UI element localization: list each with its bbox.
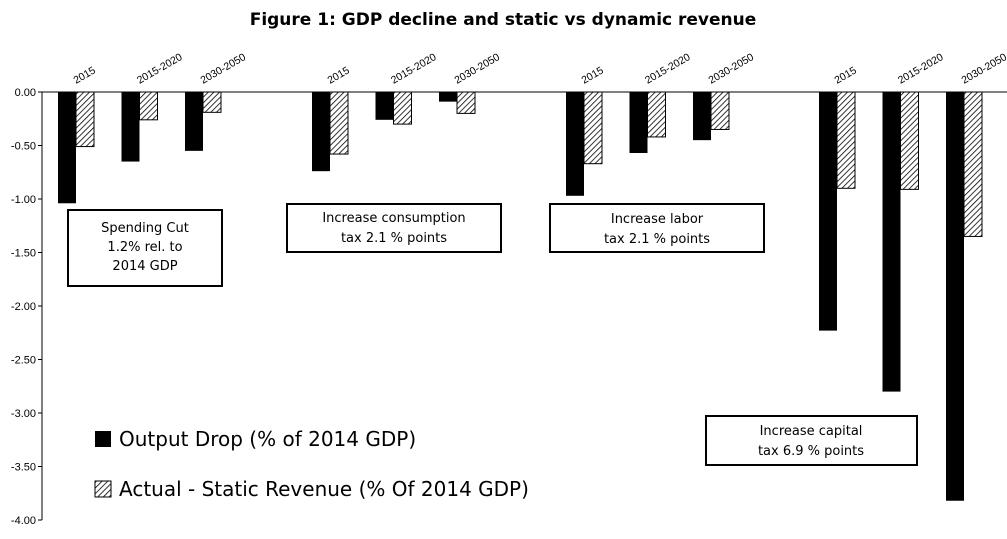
x-tick-label: 2030-2050 — [707, 51, 757, 87]
y-tick-label: -3.00 — [11, 408, 36, 420]
y-tick-label: -2.00 — [11, 301, 36, 313]
annotation-box: Increase capital tax 6.9 % points — [705, 415, 918, 466]
bar-revenue-gap — [583, 91, 603, 165]
y-tick-label: 0.00 — [15, 87, 36, 99]
bar-revenue-gap — [836, 91, 856, 189]
x-tick-label: 2015 — [833, 64, 859, 86]
bar-output-drop — [882, 92, 901, 392]
annotation-frame — [286, 203, 502, 253]
bar-revenue-gap — [329, 91, 349, 155]
annotation-frame — [67, 209, 223, 287]
annotation-text: Increase consumption — [322, 211, 465, 226]
bar-revenue-gap — [75, 91, 95, 148]
annotation-frame — [705, 415, 918, 466]
y-tick-label: -2.50 — [11, 355, 36, 367]
legend-label-output: Output Drop (% of 2014 GDP) — [119, 427, 416, 451]
y-tick-label: -4.00 — [11, 515, 36, 527]
bar-revenue-gap — [139, 91, 158, 121]
x-tick-label: 2015-2020 — [896, 51, 946, 87]
annotation-frame — [549, 203, 765, 253]
bar-output-drop — [629, 92, 648, 153]
legend-swatch-output — [95, 431, 111, 447]
x-tick-label: 2030-2050 — [199, 51, 249, 87]
bar-revenue-gap — [963, 91, 983, 237]
y-tick-label: -1.50 — [11, 248, 36, 260]
annotation-text: 2014 GDP — [112, 259, 177, 274]
bar-output-drop — [185, 92, 203, 151]
annotation-text: tax 6.9 % points — [758, 444, 864, 459]
bar-revenue-gap — [393, 91, 412, 125]
bar-output-drop — [375, 92, 394, 120]
y-tick-label: -1.00 — [11, 194, 36, 206]
bar-revenue-gap — [647, 91, 666, 138]
bar-revenue-gap — [202, 91, 222, 113]
y-tick-label: -3.50 — [11, 462, 36, 474]
legend-label-revenue: Actual - Static Revenue (% Of 2014 GDP) — [119, 477, 529, 501]
x-tick-label: 2015-2020 — [135, 51, 185, 87]
x-tick-label: 2015 — [580, 64, 606, 86]
x-tick-label: 2015 — [326, 64, 352, 86]
bar-revenue-gap — [456, 91, 476, 114]
legend-swatch-revenue — [94, 480, 112, 498]
annotation-box: Increase labor tax 2.1 % points — [549, 203, 765, 253]
annotation-box: Increase consumption tax 2.1 % points — [286, 203, 502, 253]
annotation-text: Increase labor — [611, 212, 704, 227]
chart-title: Figure 1: GDP decline and static vs dyna… — [250, 10, 757, 30]
annotation-text: 1.2% rel. to — [107, 240, 182, 255]
annotation-text: Spending Cut — [101, 221, 189, 236]
x-tick-label: 2030-2050 — [960, 51, 1007, 87]
bar-output-drop — [566, 92, 584, 196]
x-tick-label: 2030-2050 — [453, 51, 503, 87]
bar-output-drop — [312, 92, 330, 172]
annotation-text: tax 2.1 % points — [341, 231, 447, 246]
bar-revenue-gap — [710, 91, 730, 130]
x-tick-label: 2015-2020 — [389, 51, 439, 87]
annotation-box: Spending Cut 1.2% rel. to 2014 GDP — [67, 209, 223, 287]
bar-output-drop — [439, 92, 457, 102]
annotation-text: tax 2.1 % points — [604, 232, 710, 247]
bar-output-drop — [121, 92, 140, 162]
legend: Output Drop (% of 2014 GDP) Actual - Stat… — [94, 427, 529, 501]
x-tick-label: 2015 — [72, 64, 98, 86]
bar-output-drop — [693, 92, 711, 141]
bar-output-drop — [946, 92, 964, 501]
bar-output-drop — [819, 92, 837, 331]
bar-output-drop — [58, 92, 76, 204]
annotation-text: Increase capital — [760, 424, 863, 439]
y-tick-label: -0.50 — [11, 141, 36, 153]
bar-revenue-gap — [900, 91, 919, 190]
plot-area: 0.00 -0.50 -1.00 -1.50 -2.00 -2.50 -3.00 -3.50 -… — [11, 51, 1007, 527]
x-tick-label: 2015-2020 — [643, 51, 693, 87]
